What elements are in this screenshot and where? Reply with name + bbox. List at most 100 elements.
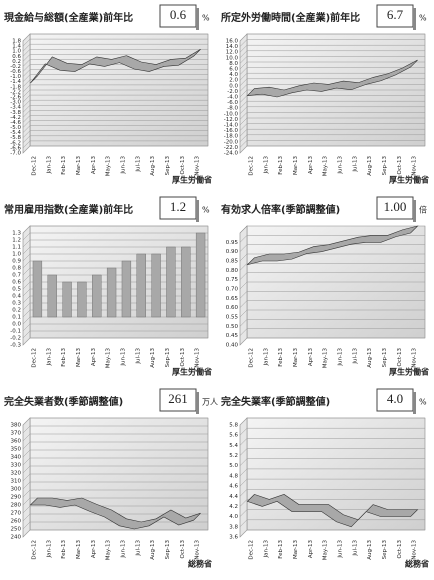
grid-line: [22, 473, 208, 482]
y-tick-label: -5.4: [10, 130, 21, 136]
x-tick-label: Mar-13: [293, 156, 299, 176]
grid-line: [239, 67, 425, 75]
y-tick-label: -0.3: [10, 343, 21, 349]
x-tick-label: May-13: [106, 156, 112, 177]
y-tick-label: 350: [11, 447, 22, 453]
x-tick-label: Mar-13: [76, 348, 82, 368]
x-tick-label: Feb-13: [61, 348, 67, 367]
x-tick-label: Jun-13: [120, 540, 126, 559]
y-tick-label: 300: [11, 487, 22, 493]
y-tick-label: -0.6: [10, 69, 21, 75]
y-tick-label: 0.95: [226, 240, 239, 246]
y-tick-label: 0.55: [226, 315, 239, 321]
x-tick-label: Jun-13: [337, 156, 343, 175]
grid-line: [22, 417, 208, 426]
x-tick-label: Oct-13: [180, 348, 186, 367]
plot-side: [239, 417, 248, 538]
x-tick-label: Oct-13: [397, 348, 403, 367]
y-tick-label: 2.0: [229, 78, 238, 84]
grid-line: [22, 89, 208, 98]
y-tick-label: 4.0: [229, 72, 238, 78]
y-tick-label: 290: [11, 495, 22, 501]
x-tick-label: Oct-13: [180, 156, 186, 175]
x-tick-label: Jan-13: [46, 540, 52, 559]
x-tick-label: Jun-13: [337, 348, 343, 367]
y-tick-label: -16.0: [224, 128, 239, 134]
grid-line: [22, 79, 208, 87]
source-label: 厚生労働省: [389, 175, 429, 185]
y-tick-label: 4.8: [229, 473, 238, 479]
y-tick-label: 0.0: [229, 83, 238, 89]
grid-line: [22, 59, 208, 67]
x-tick-label: Feb-13: [278, 540, 284, 559]
y-tick-label: -24.0: [224, 151, 239, 157]
y-tick-label: -0.1: [10, 329, 21, 335]
y-tick-label: 1.0: [12, 49, 21, 55]
y-tick-label: -14.0: [224, 123, 239, 129]
bar: [195, 232, 206, 318]
x-tick-label: Dec-12: [248, 348, 254, 368]
x-tick-label: Apr-13: [91, 348, 97, 367]
y-tick-label: 0.2: [12, 59, 21, 65]
y-tick-label: 260: [11, 519, 22, 525]
y-tick-label: 8.0: [229, 61, 238, 67]
grid-line: [239, 468, 425, 477]
grid-line: [22, 140, 208, 149]
grid-line: [239, 319, 425, 327]
grid-line: [22, 115, 208, 123]
grid-line: [22, 497, 208, 506]
source-label: 厚生労働省: [172, 175, 212, 185]
y-tick-label: -4.2: [10, 115, 21, 121]
grid-line: [239, 145, 425, 154]
x-tick-label: Aug-13: [367, 156, 373, 176]
grid-line: [239, 291, 425, 299]
y-tick-label: 0.70: [226, 287, 239, 293]
x-tick-label: Apr-13: [308, 348, 314, 367]
grid-line: [239, 417, 425, 426]
grid-line: [239, 448, 425, 456]
grid-line: [239, 438, 425, 446]
grid-line: [22, 105, 208, 113]
headline-value: 1.00: [384, 199, 407, 214]
x-tick-label: Dec-12: [31, 348, 37, 368]
bar: [77, 281, 87, 318]
y-tick-label: 1.3: [12, 231, 21, 237]
y-tick-label: 0.90: [226, 249, 239, 255]
grid-line: [239, 281, 425, 290]
y-tick-label: 360: [11, 439, 22, 445]
x-tick-label: Apr-13: [91, 540, 97, 559]
y-tick-label: -10.0: [224, 111, 239, 117]
grid-line: [239, 112, 425, 120]
bar: [47, 274, 57, 318]
y-tick-label: 16.0: [226, 39, 239, 45]
y-tick-label: 0.3: [12, 301, 21, 307]
y-tick-label: -1.4: [10, 79, 21, 85]
y-tick-label: -2.2: [10, 89, 21, 95]
source-label: 厚生労働省: [172, 367, 212, 377]
grid-line: [22, 505, 208, 514]
x-tick-label: Jan-13: [263, 348, 269, 367]
y-tick-label: 1.4: [12, 44, 21, 50]
panel-title: 所定外労働時間(全産業)前年比: [221, 11, 360, 24]
y-tick-label: 1.0: [12, 252, 21, 258]
grid-line: [239, 56, 425, 64]
x-tick-label: Dec-12: [248, 156, 254, 176]
bar: [121, 260, 132, 318]
grid-line: [22, 481, 208, 490]
x-tick-label: Jan-13: [263, 156, 269, 175]
grid-line: [239, 140, 425, 148]
y-tick-label: 310: [11, 479, 22, 485]
y-tick-label: 6.0: [229, 67, 238, 73]
grid-line: [239, 106, 425, 114]
x-tick-label: Jul-13: [352, 348, 358, 365]
grid-line: [239, 128, 425, 137]
x-tick-label: Nov-13: [412, 156, 418, 176]
grid-line: [22, 513, 208, 522]
grid-line: [239, 253, 425, 262]
y-tick-label: -0.2: [10, 336, 21, 342]
grid-line: [22, 457, 208, 466]
y-tick-label: -6.2: [10, 140, 21, 146]
grid-line: [22, 33, 208, 42]
